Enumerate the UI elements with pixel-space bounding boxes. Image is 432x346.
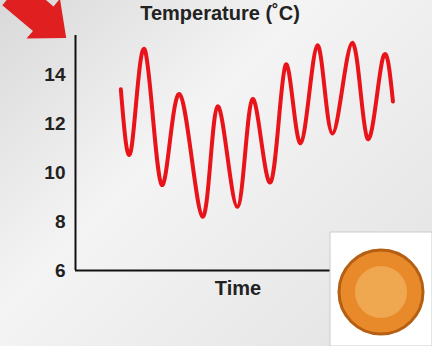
html-text:Temperature (˚C): Temperature (˚C) — [140, 2, 300, 24]
svg-text:Time: Time — [215, 277, 261, 299]
svg-text:6: 6 — [55, 260, 66, 281]
svg-text:14: 14 — [44, 64, 66, 85]
svg-text:12: 12 — [44, 113, 65, 134]
svg-text:8: 8 — [55, 211, 66, 232]
svg-text:10: 10 — [44, 162, 65, 183]
